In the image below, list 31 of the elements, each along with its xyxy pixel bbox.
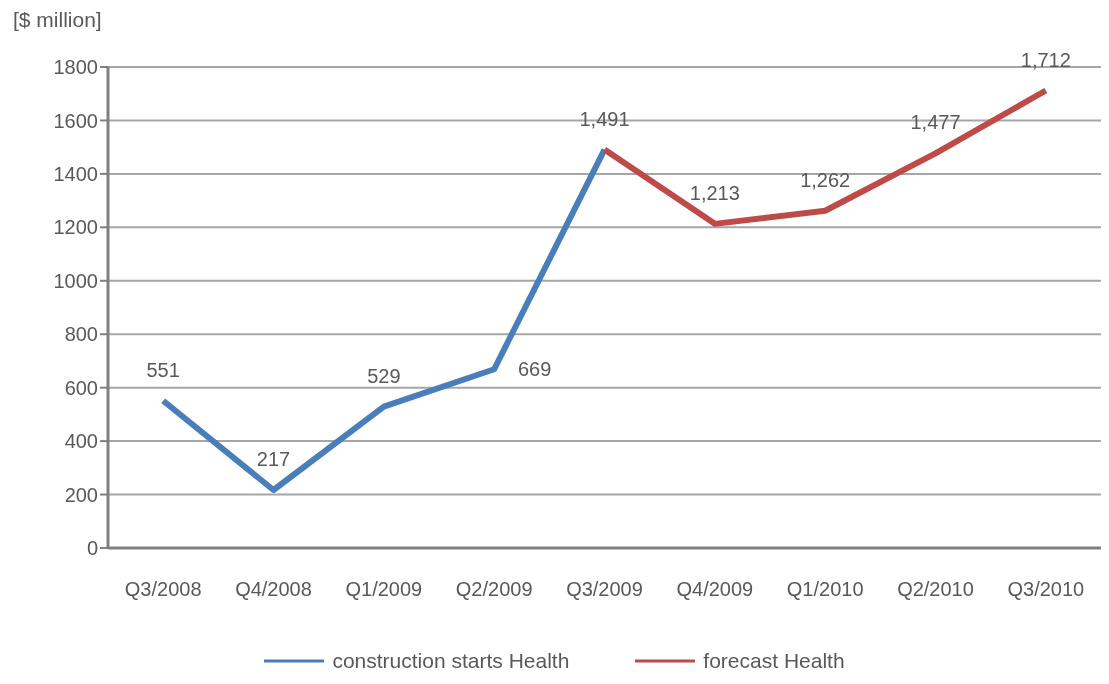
data-label: 1,262	[800, 168, 851, 191]
x-tick-label: Q2/2010	[897, 578, 974, 601]
y-tick-label: 800	[64, 323, 98, 346]
data-label: 551	[146, 358, 180, 381]
y-tick-label: 1400	[53, 162, 98, 185]
y-tick-label: 600	[64, 376, 98, 399]
y-tick-label: 1000	[53, 269, 98, 292]
y-tick-label: 1600	[53, 109, 98, 132]
data-label: 669	[517, 358, 552, 381]
data-label: 1,491	[579, 107, 630, 130]
data-label: 1,477	[910, 111, 961, 134]
data-label: 529	[367, 364, 401, 387]
y-tick-label: 0	[86, 537, 98, 560]
legend-label: construction starts Health	[332, 649, 570, 673]
y-tick-label: 400	[64, 430, 98, 453]
x-tick-label: Q2/2009	[455, 578, 533, 601]
x-tick-label: Q4/2008	[235, 578, 312, 601]
y-tick-label: 1200	[53, 216, 98, 239]
data-label: 1,213	[689, 181, 740, 204]
x-tick-label: Q3/2010	[1007, 578, 1085, 601]
data-label: 1,712	[1020, 48, 1071, 71]
x-tick-label: Q3/2009	[566, 578, 643, 601]
y-tick-label: 1800	[53, 56, 98, 79]
x-tick-label: Q1/2010	[786, 578, 864, 601]
y-axis-title: [$ million]	[13, 8, 102, 32]
x-tick-label: Q1/2009	[345, 578, 423, 601]
y-tick-label: 200	[64, 483, 98, 506]
legend-label: forecast Health	[703, 649, 845, 673]
data-label: 217	[256, 448, 291, 471]
x-tick-label: Q4/2009	[676, 578, 754, 601]
x-tick-label: Q3/2008	[124, 578, 202, 601]
